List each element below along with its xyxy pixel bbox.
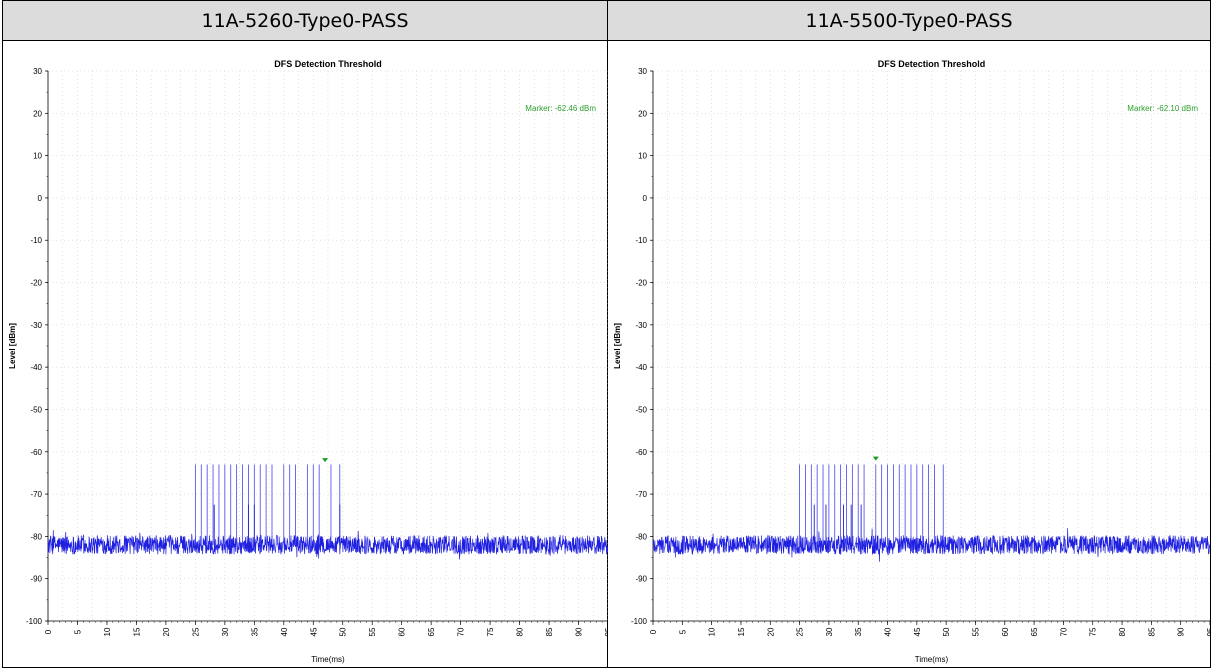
marker-icon — [872, 456, 879, 461]
x-tick-label: 85 — [1147, 627, 1156, 636]
x-tick-label: 80 — [516, 627, 525, 636]
y-tick-label: -30 — [30, 321, 42, 330]
noise-trace — [652, 528, 1210, 562]
x-tick-label: 60 — [398, 627, 407, 636]
panel-header: 11A-5260-Type0-PASS — [3, 1, 607, 41]
y-tick-label: -90 — [635, 575, 647, 584]
x-tick-label: 20 — [766, 627, 775, 636]
y-tick-label: -80 — [30, 532, 42, 541]
x-tick-label: 20 — [162, 627, 171, 636]
x-tick-label: 15 — [132, 627, 141, 636]
x-tick-label: 25 — [796, 627, 805, 636]
y-tick-label: -100 — [26, 617, 43, 626]
y-tick-label: -30 — [635, 321, 647, 330]
y-tick-label: 10 — [638, 152, 647, 161]
y-tick-label: -90 — [30, 575, 42, 584]
x-tick-label: 45 — [913, 627, 922, 636]
x-tick-label: 70 — [1059, 627, 1068, 636]
plot-area: DFS Detection Threshold 30 20 10 0 -10 -20 -30 -… — [3, 41, 608, 668]
chart-title: DFS Detection Threshold — [878, 59, 986, 69]
x-tick-label: 75 — [1089, 627, 1098, 636]
y-tick-label: -50 — [30, 405, 42, 414]
y-tick-label: -10 — [30, 236, 42, 245]
x-tick-label: 80 — [1118, 627, 1127, 636]
x-tick-label: 30 — [825, 627, 834, 636]
dfs-chart: DFS Detection Threshold 30 20 10 0 -10 -20 -30 -… — [613, 59, 1210, 664]
y-tick-label: 30 — [33, 67, 42, 76]
x-tick-label: 40 — [884, 627, 893, 636]
x-tick-label: 70 — [457, 627, 466, 636]
chart-title: DFS Detection Threshold — [274, 59, 382, 69]
y-tick-label: -60 — [30, 448, 42, 457]
x-tick-label: 25 — [191, 627, 200, 636]
x-tick-label: 85 — [545, 627, 554, 636]
x-tick-label: 90 — [1177, 627, 1186, 636]
y-tick-label: 20 — [33, 109, 42, 118]
grid — [652, 70, 1210, 622]
x-tick-label: 40 — [280, 627, 289, 636]
y-tick-label: 0 — [643, 194, 648, 203]
y-axis-label: Level [dBm] — [613, 323, 622, 369]
x-tick-label: 35 — [250, 627, 259, 636]
x-axis-label: Time(ms) — [311, 655, 345, 664]
x-tick-label: 95 — [1206, 627, 1210, 636]
x-axis-label: Time(ms) — [915, 655, 949, 664]
x-tick-label: 0 — [44, 629, 53, 634]
panel-header: 11A-5500-Type0-PASS — [608, 1, 1210, 41]
x-tick-label: 5 — [678, 629, 687, 634]
y-tick-label: -60 — [635, 448, 647, 457]
x-tick-label: 50 — [942, 627, 951, 636]
x-tick-label: 50 — [339, 627, 348, 636]
y-axis-label: Level [dBm] — [8, 323, 17, 369]
y-tick-label: 0 — [38, 194, 43, 203]
y-tick-label: -80 — [635, 532, 647, 541]
x-tick-label: 45 — [309, 627, 318, 636]
x-tick-label: 15 — [737, 627, 746, 636]
x-tick-label: 65 — [1030, 627, 1039, 636]
x-tick-label: 55 — [971, 627, 980, 636]
y-tick-label: 30 — [638, 67, 647, 76]
y-tick-label: -10 — [635, 236, 647, 245]
y-tick-label: -40 — [635, 363, 647, 372]
marker-icon — [322, 458, 329, 463]
y-tick-label: -70 — [635, 490, 647, 499]
x-tick-label: 60 — [1001, 627, 1010, 636]
x-tick-label: 55 — [368, 627, 377, 636]
x-tick-label: 75 — [486, 627, 495, 636]
y-tick-label: -20 — [30, 279, 42, 288]
y-tick-label: 10 — [33, 152, 42, 161]
x-tick-label: 30 — [221, 627, 230, 636]
marker-readout: Marker: -62.10 dBm — [1127, 104, 1198, 113]
y-tick-label: -50 — [635, 405, 647, 414]
panel-5260: 11A-5260-Type0-PASS DFS Detection Thresh… — [3, 1, 608, 667]
y-tick-label: -70 — [30, 490, 42, 499]
x-tick-label: 10 — [708, 627, 717, 636]
x-tick-label: 65 — [427, 627, 436, 636]
plot-area: DFS Detection Threshold 30 20 10 0 -10 -20 -30 -… — [608, 41, 1210, 668]
y-tick-label: -40 — [30, 363, 42, 372]
y-tick-label: -20 — [635, 279, 647, 288]
marker-readout: Marker: -62.46 dBm — [525, 104, 596, 113]
grid — [47, 70, 608, 622]
x-tick-label: 10 — [103, 627, 112, 636]
panel-5500: 11A-5500-Type0-PASS DFS Detection Thresh… — [608, 1, 1210, 667]
x-tick-label: 90 — [575, 627, 584, 636]
x-tick-label: 5 — [73, 629, 82, 634]
x-tick-label: 95 — [604, 627, 608, 636]
x-tick-label: 35 — [854, 627, 863, 636]
y-tick-label: 20 — [638, 109, 647, 118]
y-tick-label: -100 — [631, 617, 648, 626]
noise-trace — [47, 530, 608, 560]
dfs-chart: DFS Detection Threshold 30 20 10 0 -10 -20 -30 -… — [8, 59, 608, 664]
x-tick-label: 0 — [649, 629, 658, 634]
